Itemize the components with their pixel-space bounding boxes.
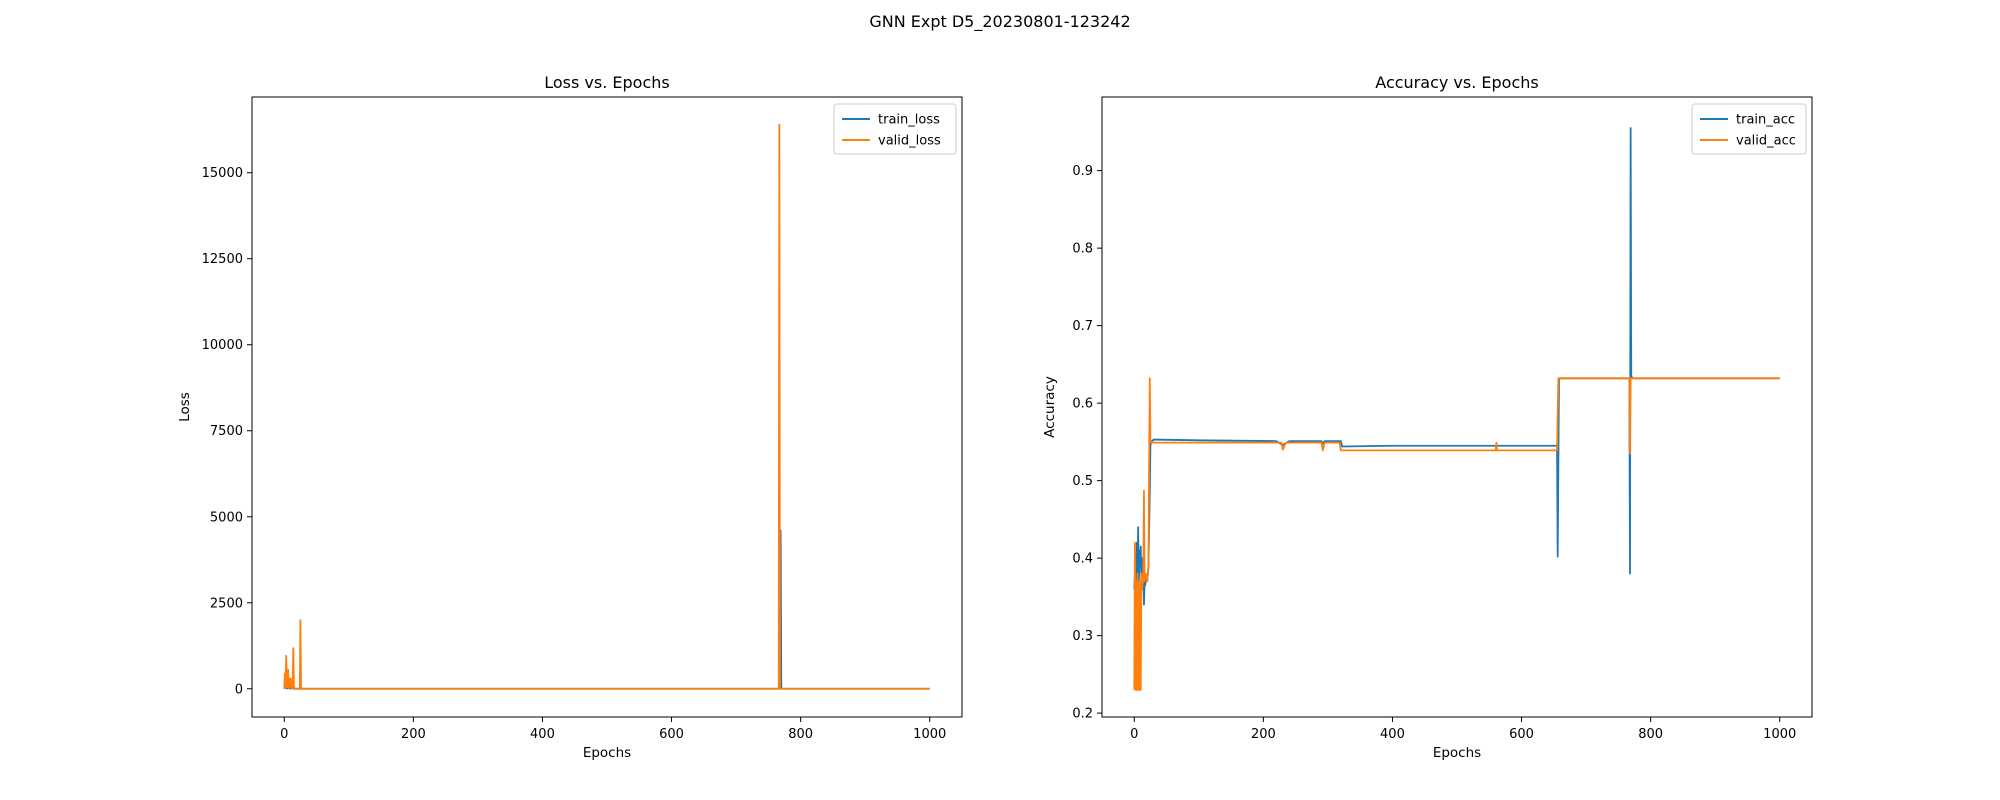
loss-x-tick-label: 200 xyxy=(401,727,426,742)
loss-x-tick-label: 1000 xyxy=(913,727,946,742)
accuracy-x-tick-label: 0 xyxy=(1130,727,1138,742)
loss-chart-title: Loss vs. Epochs xyxy=(544,73,669,92)
accuracy-y-tick-label: 0.6 xyxy=(1072,397,1093,412)
loss-legend-label-valid-loss: valid_loss xyxy=(878,134,941,149)
loss-series-valid-loss xyxy=(283,123,930,690)
loss-y-tick-label: 10000 xyxy=(202,338,243,353)
loss-legend xyxy=(833,103,957,155)
accuracy-y-tick-label: 0.2 xyxy=(1072,707,1093,722)
loss-y-tick-label: 12500 xyxy=(202,252,243,267)
accuracy-x-tick-label: 1000 xyxy=(1763,727,1796,742)
loss-y-tick-label: 2500 xyxy=(210,596,243,611)
loss-y-tick-label: 15000 xyxy=(202,166,243,181)
accuracy-x-tick-label: 800 xyxy=(1638,727,1663,742)
accuracy-series-valid-acc xyxy=(1133,377,1780,691)
figure-title: GNN Expt D5_20230801-123242 xyxy=(869,12,1130,32)
accuracy-series-train-acc xyxy=(1133,127,1780,606)
loss-y-tick-label: 7500 xyxy=(210,424,243,439)
accuracy-chart-title: Accuracy vs. Epochs xyxy=(1375,73,1538,92)
accuracy-legend xyxy=(1691,103,1807,155)
loss-y-tick-label: 5000 xyxy=(210,510,243,525)
accuracy-y-tick-label: 0.3 xyxy=(1072,629,1093,644)
loss-chart: 0 200 400 600 800 100002500500075001000012500… xyxy=(177,73,963,761)
loss-x-axis-label: Epochs xyxy=(583,745,631,761)
accuracy-x-axis-label: Epochs xyxy=(1433,745,1481,761)
accuracy-y-tick-label: 0.9 xyxy=(1072,164,1093,179)
loss-x-tick-label: 600 xyxy=(659,727,684,742)
loss-x-tick-label: 400 xyxy=(530,727,555,742)
loss-legend-label-train-loss: train_loss xyxy=(878,113,940,128)
accuracy-legend-label-valid-acc: valid_acc xyxy=(1736,134,1796,149)
accuracy-y-tick-label: 0.5 xyxy=(1072,474,1093,489)
accuracy-y-axis-label: Accuracy xyxy=(1042,376,1058,438)
accuracy-x-tick-label: 400 xyxy=(1380,727,1405,742)
loss-plot-frame xyxy=(251,96,963,718)
accuracy-y-tick-label: 0.4 xyxy=(1072,552,1093,567)
accuracy-y-tick-label: 0.8 xyxy=(1072,242,1093,257)
accuracy-chart: 0 200 400 600 800 1000 0.2 0.3 0.4 0.5 0.6 0.7 0.8 0.… xyxy=(1042,73,1813,761)
loss-y-axis-label: Loss xyxy=(177,392,193,422)
loss-x-tick-label: 0 xyxy=(280,727,288,742)
accuracy-legend-label-train-acc: train_acc xyxy=(1736,113,1795,128)
accuracy-x-tick-label: 200 xyxy=(1251,727,1276,742)
accuracy-plot-frame xyxy=(1101,96,1813,718)
loss-x-tick-label: 800 xyxy=(788,727,813,742)
loss-y-tick-label: 0 xyxy=(235,682,243,697)
accuracy-x-tick-label: 600 xyxy=(1509,727,1534,742)
accuracy-y-tick-label: 0.7 xyxy=(1072,319,1093,334)
